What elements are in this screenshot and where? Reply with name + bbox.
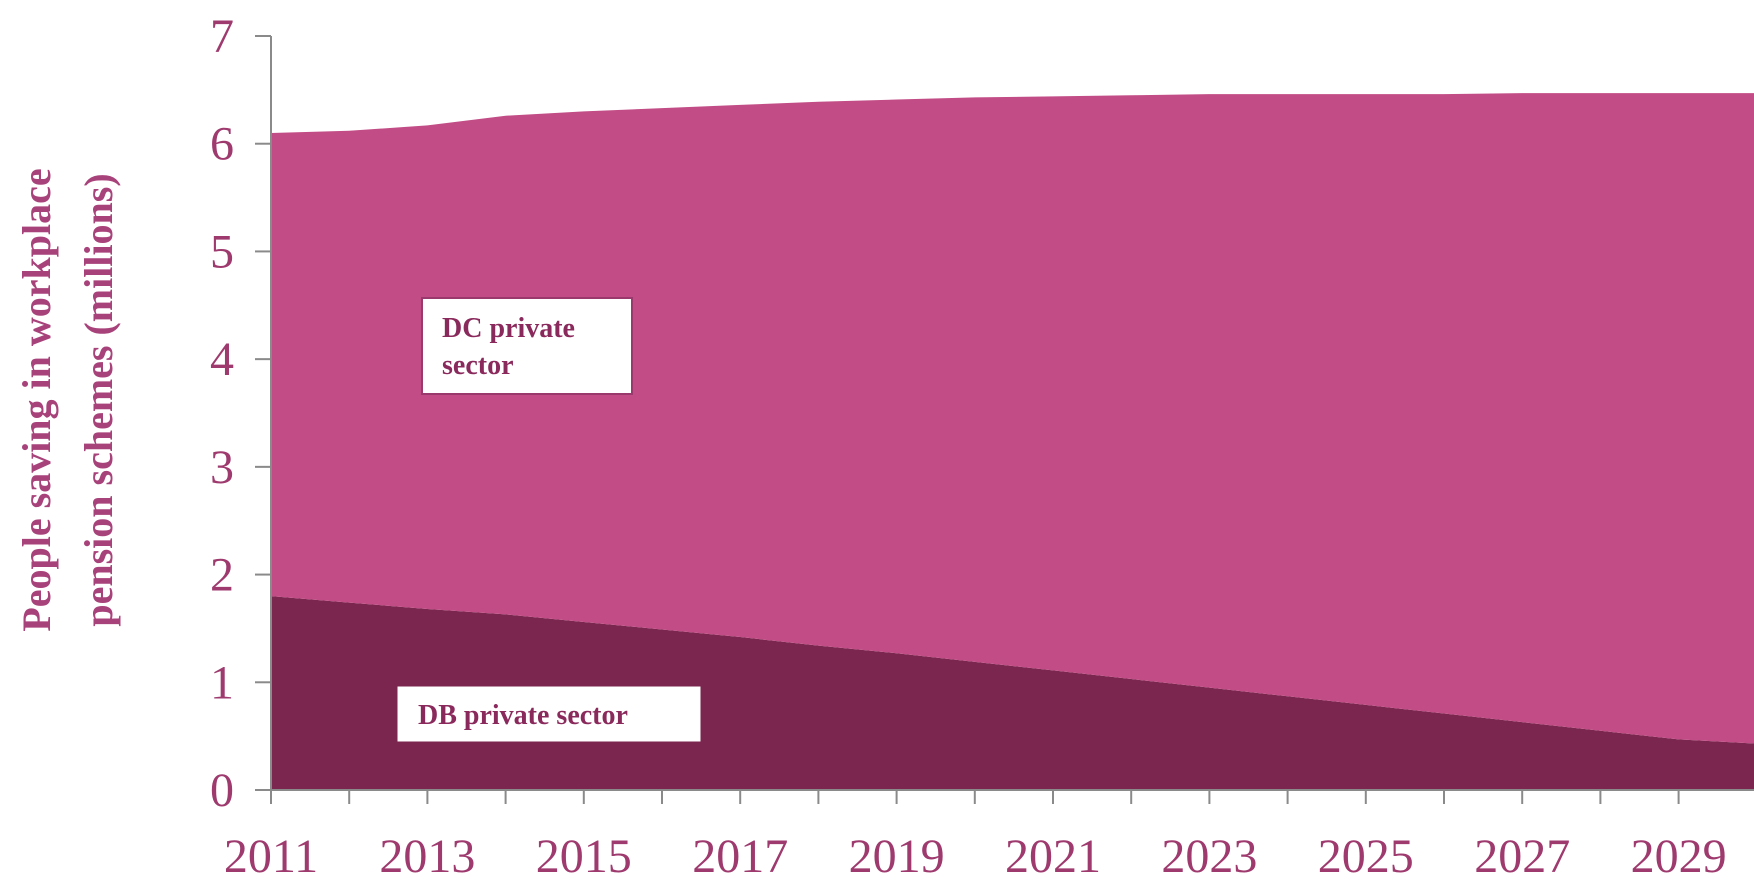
y-axis-label-line-1: People saving in workplace	[14, 168, 59, 631]
axes	[270, 36, 1754, 791]
y-tick-label: 4	[210, 333, 234, 386]
annotation-dc-line-2: sector	[442, 350, 514, 381]
annotation-db-label: DB private sector	[418, 700, 628, 731]
x-axis-ticks: 2011 2013 2015 2017 2019 2021 2023 2025 2027 2029	[224, 790, 1727, 882]
x-tick-label: 2015	[536, 830, 632, 882]
x-tick-label: 2025	[1318, 830, 1414, 882]
y-tick-label: 2	[210, 549, 234, 602]
plot-area	[271, 93, 1754, 790]
x-tick-label: 2019	[849, 830, 945, 882]
y-tick-label: 6	[210, 118, 234, 171]
y-axis-ticks: 0 1 2 3 4 5 6 7	[210, 10, 271, 817]
x-tick-label: 2029	[1631, 830, 1727, 882]
y-tick-label: 0	[210, 764, 234, 817]
area-db-private-sector	[271, 596, 1754, 790]
annotation-db-private-sector: DB private sector	[397, 686, 701, 742]
x-tick-label: 2013	[379, 830, 475, 882]
y-axis-label-line-2: pension schemes (millions)	[76, 173, 121, 626]
y-tick-label: 3	[210, 441, 234, 494]
x-tick-label: 2023	[1161, 830, 1257, 882]
y-tick-label: 1	[210, 656, 234, 709]
annotation-dc-line-1: DC private	[442, 313, 575, 344]
x-tick-label: 2017	[692, 830, 788, 882]
x-tick-label: 2027	[1474, 830, 1570, 882]
x-tick-label: 2021	[1005, 830, 1101, 882]
x-tick-label: 2011	[224, 830, 318, 882]
y-tick-label: 7	[210, 10, 234, 63]
y-tick-label: 5	[210, 225, 234, 278]
area-dc-private-sector	[271, 93, 1754, 744]
annotation-dc-private-sector: DC private sector	[421, 297, 633, 395]
